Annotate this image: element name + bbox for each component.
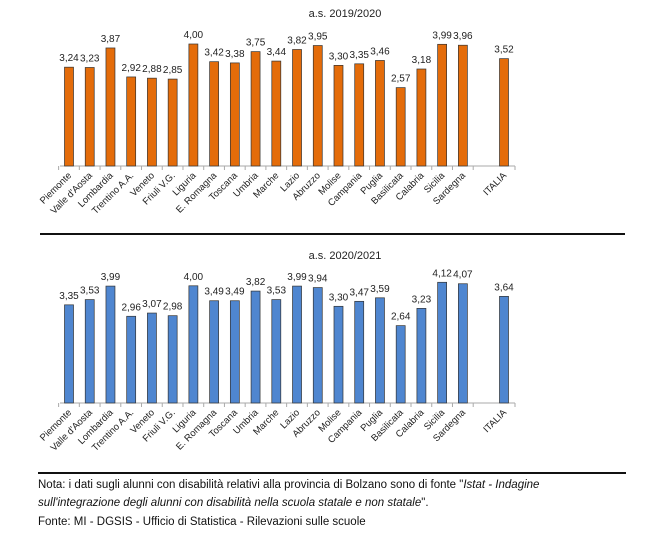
data-label: 3,53: [267, 286, 287, 297]
data-label: 3,23: [412, 294, 432, 305]
bar: [312, 287, 323, 404]
bar: [126, 76, 137, 167]
note-suffix: ".: [421, 497, 429, 509]
bar: [209, 300, 219, 404]
data-label: 4,07: [453, 270, 473, 281]
data-label: 3,38: [225, 49, 245, 60]
data-label: 3,35: [349, 50, 369, 61]
separator-notes: [38, 472, 626, 474]
data-label: 4,12: [432, 268, 452, 279]
bar: [209, 61, 219, 167]
data-label: 3,30: [329, 292, 349, 303]
note-line-1: Nota: i dati sugli alunni con disabilità…: [38, 479, 539, 491]
bar: [499, 58, 509, 167]
bar: [395, 87, 406, 167]
data-label: 3,99: [287, 272, 307, 283]
data-label: 3,42: [204, 48, 224, 59]
data-label: 2,88: [142, 64, 162, 75]
note-italic: Istat - Indagine: [463, 479, 540, 491]
chart-title: a.s. 2019/2020: [309, 8, 382, 20]
bar: [437, 281, 447, 404]
bar: [188, 43, 199, 167]
data-label: 3,82: [287, 35, 307, 46]
bar: [437, 43, 447, 167]
data-label: 2,57: [391, 74, 411, 85]
data-label: 3,82: [246, 277, 266, 288]
bar: [375, 297, 385, 404]
bar: [126, 315, 137, 404]
data-label: 4,00: [184, 30, 204, 41]
data-label: 2,64: [391, 312, 411, 323]
bar: [188, 285, 199, 404]
chart-title: a.s. 2020/2021: [309, 250, 382, 262]
bar: [354, 63, 365, 167]
bar: [84, 299, 95, 404]
bar: [271, 299, 282, 404]
data-label: 3,64: [494, 282, 514, 293]
data-label: 3,99: [101, 272, 121, 283]
bar: [333, 64, 344, 167]
bar: [229, 300, 240, 404]
bar: [292, 285, 302, 404]
bar: [147, 312, 157, 404]
bar: [167, 315, 178, 404]
data-label: 3,96: [453, 31, 473, 42]
data-label: 3,49: [225, 287, 245, 298]
data-label: 3,87: [101, 34, 121, 45]
bar: [395, 325, 406, 404]
data-label: 3,35: [59, 291, 79, 302]
bar: [333, 305, 344, 404]
data-label: 2,96: [121, 302, 141, 313]
note-italic-2: sull'integrazione degli alunni con disab…: [38, 497, 422, 509]
bar: [416, 308, 427, 404]
data-label: 3,23: [80, 53, 100, 64]
bar: [458, 283, 468, 404]
data-label: 2,92: [121, 63, 141, 74]
data-label: 3,24: [59, 53, 79, 64]
data-label: 2,85: [163, 65, 183, 76]
data-label: 3,95: [308, 32, 328, 43]
bar: [250, 290, 261, 404]
bar: [375, 60, 385, 167]
data-label: 3,47: [349, 287, 369, 298]
data-label: 4,00: [184, 272, 204, 283]
category-label: ITALIA: [481, 170, 509, 198]
data-label: 2,98: [163, 302, 183, 313]
bar: [354, 300, 365, 404]
bar: [312, 45, 323, 167]
bar: [229, 62, 240, 167]
bar: [416, 68, 427, 167]
bar: [64, 66, 74, 167]
bar: [84, 67, 95, 167]
bar: [499, 295, 509, 404]
data-label: 3,07: [142, 299, 162, 310]
note-line-2: sull'integrazione degli alunni con disab…: [38, 497, 429, 509]
data-label: 3,52: [494, 45, 514, 56]
bar: [458, 44, 468, 167]
data-label: 3,94: [308, 274, 328, 285]
data-label: 3,30: [329, 51, 349, 62]
bar: [105, 285, 116, 404]
data-label: 3,53: [80, 286, 100, 297]
data-label: 3,18: [412, 55, 432, 66]
bar: [167, 78, 178, 167]
separator-top: [40, 233, 625, 235]
data-label: 3,75: [246, 38, 266, 49]
bar: [250, 51, 261, 167]
data-label: 3,46: [370, 46, 390, 57]
data-label: 3,44: [267, 47, 287, 58]
source-line: Fonte: MI - DGSIS - Ufficio di Statistic…: [38, 516, 366, 528]
data-label: 3,99: [432, 30, 452, 41]
bar: [105, 47, 116, 167]
data-label: 3,49: [204, 287, 224, 298]
bar: [147, 77, 157, 167]
bar: [292, 49, 302, 167]
category-label: ITALIA: [481, 407, 509, 435]
data-label: 3,59: [370, 284, 390, 295]
bar: [64, 304, 74, 404]
bar: [271, 60, 282, 167]
note-text: Nota: i dati sugli alunni con disabilità…: [38, 479, 464, 491]
